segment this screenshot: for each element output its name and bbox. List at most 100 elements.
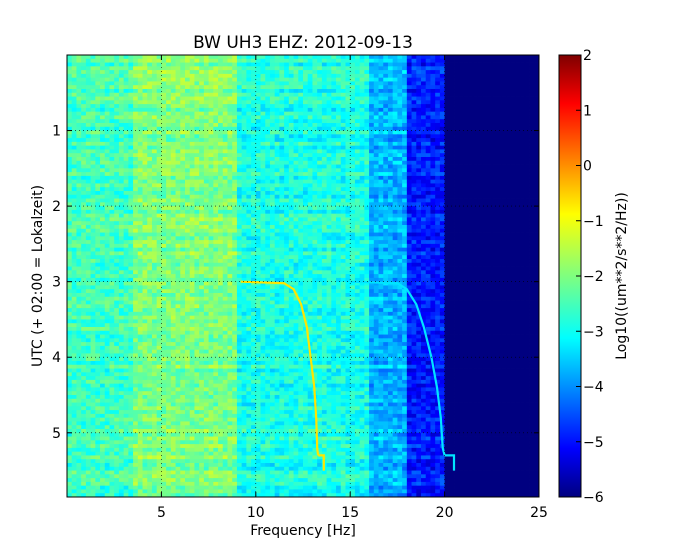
heatmap-cell bbox=[123, 115, 129, 120]
heatmap-cell bbox=[373, 115, 379, 120]
heatmap-cell bbox=[331, 104, 337, 109]
heatmap-cell bbox=[67, 70, 73, 75]
heatmap-cell bbox=[260, 62, 266, 67]
heatmap-cell bbox=[166, 70, 172, 75]
heatmap-cell bbox=[241, 240, 247, 245]
heatmap-cell bbox=[520, 157, 526, 162]
heatmap-cell bbox=[166, 81, 172, 86]
heatmap-cell bbox=[227, 179, 233, 184]
heatmap-cell bbox=[298, 70, 304, 75]
heatmap-cell bbox=[147, 209, 153, 215]
heatmap-cell bbox=[180, 153, 186, 158]
heatmap-cell bbox=[435, 145, 441, 150]
heatmap-cell bbox=[213, 66, 219, 71]
heatmap-cell bbox=[406, 153, 412, 158]
heatmap-cell bbox=[317, 115, 323, 120]
heatmap-cell bbox=[345, 111, 351, 116]
heatmap-cell bbox=[194, 172, 200, 177]
heatmap-cell bbox=[520, 183, 526, 188]
heatmap-cell bbox=[369, 130, 375, 135]
heatmap-cell bbox=[85, 183, 91, 188]
heatmap-cell bbox=[350, 104, 356, 109]
heatmap-cell bbox=[284, 172, 290, 177]
heatmap-cell bbox=[284, 149, 290, 154]
heatmap-cell bbox=[170, 213, 176, 218]
heatmap-cell bbox=[118, 217, 125, 222]
heatmap-cell bbox=[118, 58, 125, 63]
heatmap-cell bbox=[118, 100, 125, 105]
heatmap-cell bbox=[232, 85, 238, 90]
heatmap-cell bbox=[208, 194, 214, 199]
heatmap-cell bbox=[251, 73, 257, 79]
heatmap-cell bbox=[104, 100, 110, 105]
heatmap-cell bbox=[151, 179, 158, 184]
heatmap-cell bbox=[109, 62, 115, 67]
heatmap-cell bbox=[227, 138, 233, 143]
heatmap-cell bbox=[303, 175, 309, 181]
heatmap-cell bbox=[496, 81, 502, 86]
heatmap-cell bbox=[298, 187, 304, 192]
heatmap-cell bbox=[359, 187, 365, 192]
heatmap-cell bbox=[387, 153, 394, 158]
heatmap-cell bbox=[477, 194, 483, 199]
heatmap-cell bbox=[487, 172, 493, 177]
heatmap-cell bbox=[421, 111, 427, 116]
heatmap-cell bbox=[378, 70, 384, 75]
heatmap-cell bbox=[454, 134, 460, 139]
heatmap-cell bbox=[364, 111, 370, 116]
heatmap-cell bbox=[95, 198, 101, 203]
heatmap-cell bbox=[435, 191, 441, 196]
heatmap-cell bbox=[118, 183, 125, 188]
heatmap-cell bbox=[260, 172, 266, 177]
heatmap-cell bbox=[454, 66, 460, 71]
heatmap-cell bbox=[520, 187, 526, 192]
heatmap-cell bbox=[269, 77, 276, 82]
heatmap-cell bbox=[487, 62, 493, 67]
heatmap-cell bbox=[288, 126, 294, 131]
heatmap-cell bbox=[284, 179, 290, 184]
heatmap-cell bbox=[354, 164, 361, 169]
heatmap-cell bbox=[496, 141, 502, 147]
heatmap-cell bbox=[90, 55, 96, 60]
heatmap-cell bbox=[114, 209, 120, 215]
heatmap-cell bbox=[156, 149, 162, 154]
heatmap-cell bbox=[496, 96, 502, 101]
heatmap-cell bbox=[288, 119, 294, 124]
heatmap-cell bbox=[284, 104, 290, 109]
heatmap-cell bbox=[100, 119, 106, 124]
heatmap-cell bbox=[340, 187, 346, 192]
heatmap-cell bbox=[208, 126, 214, 131]
heatmap-cell bbox=[501, 213, 507, 218]
heatmap-cell bbox=[336, 145, 342, 150]
heatmap-cell bbox=[510, 100, 516, 105]
heatmap-cell bbox=[416, 198, 422, 203]
heatmap-cell bbox=[288, 123, 294, 128]
heatmap-cell bbox=[166, 77, 172, 82]
heatmap-cell bbox=[85, 89, 91, 94]
heatmap-cell bbox=[142, 213, 148, 218]
heatmap-cell bbox=[397, 157, 403, 162]
heatmap-cell bbox=[345, 119, 351, 124]
heatmap-cell bbox=[95, 221, 101, 226]
heatmap-cell bbox=[373, 179, 379, 184]
heatmap-cell bbox=[364, 85, 370, 90]
heatmap-cell bbox=[118, 77, 125, 82]
heatmap-cell bbox=[232, 123, 238, 128]
heatmap-cell bbox=[76, 141, 82, 147]
heatmap-cell bbox=[458, 183, 464, 188]
heatmap-cell bbox=[284, 153, 290, 158]
heatmap-cell bbox=[406, 175, 412, 181]
heatmap-cell bbox=[274, 179, 280, 184]
heatmap-cell bbox=[156, 221, 162, 226]
heatmap-cell bbox=[373, 77, 379, 82]
heatmap-cell bbox=[317, 232, 323, 237]
heatmap-cell bbox=[529, 70, 535, 75]
heatmap-cell bbox=[274, 153, 280, 158]
heatmap-cell bbox=[265, 179, 271, 184]
heatmap-cell bbox=[170, 66, 176, 71]
heatmap-cell bbox=[208, 187, 214, 192]
heatmap-cell bbox=[170, 191, 176, 196]
heatmap-cell bbox=[501, 236, 507, 241]
heatmap-cell bbox=[236, 111, 243, 116]
heatmap-cell bbox=[430, 92, 436, 97]
